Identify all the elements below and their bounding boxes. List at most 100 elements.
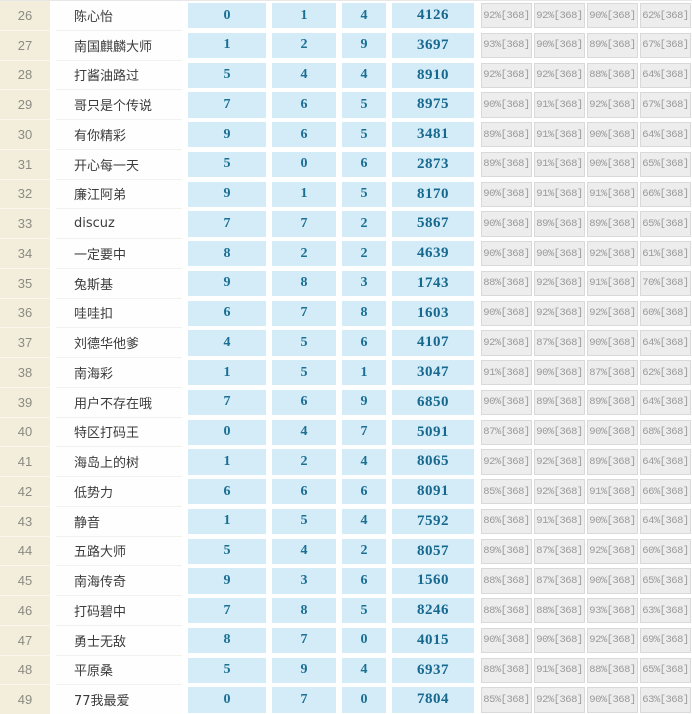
accuracy-stats-group: 92%[368] 92%[368] 90%[368] 62%[368] [480,1,692,31]
table-row: 40 特区打码王 0 4 7 5091 87%[368] 90%[368] 90… [0,417,692,448]
total-score-cell: 8091 [392,479,474,505]
accuracy-stats-group: 88%[368] 91%[368] 88%[368] 65%[368] [480,656,692,686]
player-name-cell: discuz [56,209,182,239]
accuracy-stat-1: 90%[368] [481,389,532,415]
player-name-cell: 刘德华他爹 [56,328,182,358]
accuracy-stat-2: 90%[368] [534,241,585,267]
score-2-cell: 5 [272,330,336,356]
score-3-cell: 5 [342,122,386,148]
accuracy-stat-2: 91%[368] [534,657,585,683]
score-2-cell: 0 [272,151,336,177]
table-row: 49 77我最爱 0 7 0 7804 85%[368] 92%[368] 90… [0,685,692,714]
table-row: 43 静音 1 5 4 7592 86%[368] 91%[368] 90%[3… [0,506,692,537]
accuracy-stat-1: 85%[368] [481,687,532,713]
accuracy-stat-2: 92%[368] [534,300,585,326]
player-name-cell: 南海彩 [56,358,182,388]
table-row: 37 刘德华他爹 4 5 6 4107 92%[368] 87%[368] 90… [0,328,692,358]
accuracy-stat-3: 91%[368] [587,270,638,296]
rank-cell: 42 [0,477,50,507]
rank-cell: 32 [0,179,50,210]
accuracy-stat-3: 87%[368] [587,360,638,386]
score-1-cell: 1 [188,508,266,534]
accuracy-stat-2: 92%[368] [534,62,585,88]
accuracy-stat-3: 92%[368] [587,627,638,653]
accuracy-stat-4: 63%[368] [640,598,691,624]
accuracy-stat-1: 88%[368] [481,657,532,683]
rank-cell: 47 [0,625,50,656]
accuracy-stat-3: 88%[368] [587,657,638,683]
accuracy-stat-2: 92%[368] [534,449,585,475]
accuracy-stat-3: 92%[368] [587,241,638,267]
rank-cell: 31 [0,149,50,180]
total-score-cell: 4126 [392,3,474,29]
rank-cell: 29 [0,90,50,120]
accuracy-stat-4: 64%[368] [640,122,691,148]
score-2-cell: 7 [272,627,336,653]
score-1-cell: 5 [188,538,266,564]
score-2-cell: 2 [272,241,336,267]
player-name-cell: 五路大师 [56,536,182,567]
accuracy-stats-group: 90%[368] 89%[368] 89%[368] 65%[368] [480,209,692,239]
accuracy-stat-3: 92%[368] [587,92,638,118]
rank-cell: 36 [0,298,50,329]
table-row: 31 开心每一天 5 0 6 2873 89%[368] 91%[368] 90… [0,149,692,180]
score-1-cell: 7 [188,92,266,118]
accuracy-stat-2: 90%[368] [534,32,585,58]
score-3-cell: 5 [342,92,386,118]
accuracy-stat-1: 92%[368] [481,330,532,356]
player-name-cell: 特区打码王 [56,417,182,448]
accuracy-stat-4: 64%[368] [640,389,691,415]
score-1-cell: 7 [188,211,266,237]
accuracy-stat-1: 91%[368] [481,360,532,386]
accuracy-stat-3: 90%[368] [587,122,638,148]
total-score-cell: 8057 [392,538,474,564]
score-1-cell: 4 [188,330,266,356]
table-row: 48 平原桑 5 9 4 6937 88%[368] 91%[368] 88%[… [0,655,692,686]
score-1-cell: 6 [188,300,266,326]
player-name-cell: 廉江阿弟 [56,179,182,210]
score-3-cell: 4 [342,657,386,683]
accuracy-stat-4: 67%[368] [640,32,691,58]
accuracy-stat-3: 92%[368] [587,538,638,564]
player-name-cell: 用户不存在哦 [56,387,182,418]
accuracy-stats-group: 89%[368] 91%[368] 90%[368] 65%[368] [480,150,692,180]
score-2-cell: 6 [272,122,336,148]
total-score-cell: 3047 [392,360,474,386]
accuracy-stat-4: 66%[368] [640,181,691,207]
rank-cell: 44 [0,536,50,567]
rank-cell: 46 [0,596,50,626]
score-1-cell: 1 [188,360,266,386]
score-2-cell: 6 [272,479,336,505]
score-2-cell: 4 [272,419,336,445]
accuracy-stat-2: 90%[368] [534,360,585,386]
accuracy-stat-4: 62%[368] [640,3,691,29]
accuracy-stat-1: 89%[368] [481,122,532,148]
player-name-cell: 陈心怡 [56,1,182,31]
accuracy-stat-2: 91%[368] [534,92,585,118]
accuracy-stat-4: 62%[368] [640,360,691,386]
accuracy-stat-2: 89%[368] [534,211,585,237]
accuracy-stats-group: 92%[368] 87%[368] 90%[368] 64%[368] [480,328,692,358]
player-name-cell: 低势力 [56,477,182,507]
accuracy-stat-3: 89%[368] [587,389,638,415]
table-row: 38 南海彩 1 5 1 3047 91%[368] 90%[368] 87%[… [0,358,692,388]
rank-cell: 37 [0,328,50,358]
accuracy-stats-group: 92%[368] 92%[368] 89%[368] 64%[368] [480,447,692,477]
rank-cell: 49 [0,685,50,714]
player-name-cell: 77我最爱 [56,685,182,714]
table-row: 35 兔斯基 9 8 3 1743 88%[368] 92%[368] 91%[… [0,268,692,299]
table-row: 47 勇士无敌 8 7 0 4015 90%[368] 90%[368] 92%… [0,625,692,656]
accuracy-stat-3: 90%[368] [587,151,638,177]
rank-cell: 34 [0,239,50,269]
player-name-cell: 一定要中 [56,239,182,269]
table-row: 46 打码碧中 7 8 5 8246 88%[368] 88%[368] 93%… [0,596,692,626]
total-score-cell: 4107 [392,330,474,356]
accuracy-stat-4: 63%[368] [640,687,691,713]
accuracy-stat-1: 90%[368] [481,181,532,207]
score-3-cell: 8 [342,300,386,326]
table-row: 44 五路大师 5 4 2 8057 89%[368] 87%[368] 92%… [0,536,692,567]
accuracy-stat-3: 90%[368] [587,419,638,445]
table-row: 42 低势力 6 6 6 8091 85%[368] 92%[368] 91%[… [0,477,692,507]
score-3-cell: 6 [342,568,386,594]
